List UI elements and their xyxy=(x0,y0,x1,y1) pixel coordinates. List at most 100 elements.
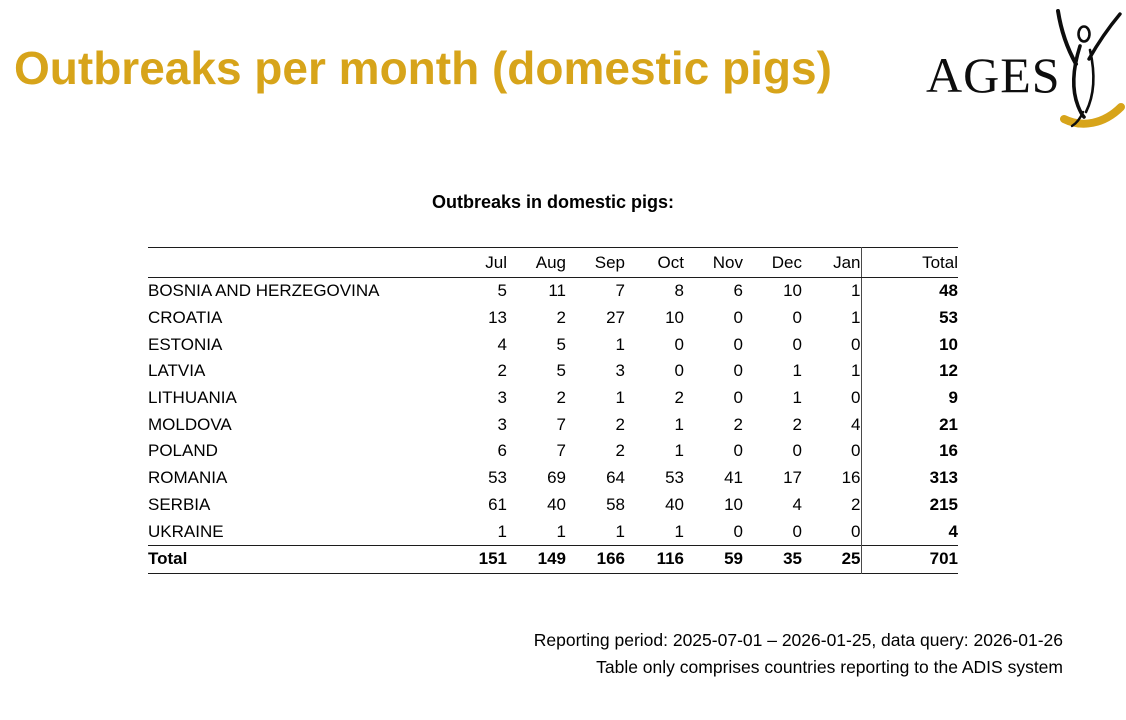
row-total-cell: 10 xyxy=(860,331,958,359)
value-cell: 0 xyxy=(674,334,684,354)
value-cell: 1 xyxy=(674,414,684,434)
header-nov: Nov xyxy=(684,247,743,278)
header-jul: Jul xyxy=(448,247,507,278)
value-cell: 6 xyxy=(497,441,507,461)
value-cell: 0 xyxy=(792,521,802,541)
value-cell: 2 xyxy=(792,414,802,434)
value-cell: 2 xyxy=(556,308,566,328)
value-cell: 5 xyxy=(556,334,566,354)
value-cell: 40 xyxy=(547,494,566,514)
value-cell: 1 xyxy=(615,388,625,408)
value-cell: 8 xyxy=(674,281,684,301)
value-cell: 0 xyxy=(851,334,861,354)
value-cell: 2 xyxy=(674,388,684,408)
country-cell: ROMANIA xyxy=(148,468,228,488)
country-cell: MOLDOVA xyxy=(148,414,232,434)
row-total-cell: 53 xyxy=(860,304,958,332)
value-cell: 0 xyxy=(851,441,861,461)
table-header-row: Jul Aug Sep Oct Nov Dec Jan Total xyxy=(148,247,958,278)
value-cell: 1 xyxy=(615,521,625,541)
value-cell: 0 xyxy=(733,361,743,381)
ages-logo: AGES xyxy=(924,0,1126,132)
value-cell: 3 xyxy=(497,414,507,434)
value-cell: 40 xyxy=(665,494,684,514)
value-cell: 0 xyxy=(733,334,743,354)
row-total-cell: 9 xyxy=(860,384,958,412)
country-cell: POLAND xyxy=(148,441,218,461)
row-total-cell: 21 xyxy=(860,411,958,439)
country-cell: UKRAINE xyxy=(148,521,224,541)
value-cell: 1 xyxy=(674,441,684,461)
value-cell: 0 xyxy=(792,441,802,461)
table-row: LITHUANIA 3 2 1 2 0 1 0 9 xyxy=(148,384,958,412)
country-cell: BOSNIA AND HERZEGOVINA xyxy=(148,281,380,301)
table-row: BOSNIA AND HERZEGOVINA 5 11 7 8 6 10 1 4… xyxy=(148,277,958,305)
value-cell: 0 xyxy=(733,388,743,408)
value-cell: 4 xyxy=(497,334,507,354)
value-cell: 2 xyxy=(497,361,507,381)
country-cell: LITHUANIA xyxy=(148,388,237,408)
grand-total-cell: 701 xyxy=(860,544,958,574)
table-row: MOLDOVA 3 7 2 1 2 2 4 21 xyxy=(148,411,958,439)
value-cell: 0 xyxy=(674,361,684,381)
column-total-cell: 151 xyxy=(448,544,507,574)
value-cell: 58 xyxy=(606,494,625,514)
value-cell: 0 xyxy=(792,308,802,328)
value-cell: 2 xyxy=(733,414,743,434)
outbreaks-table: Jul Aug Sep Oct Nov Dec Jan Total BOSNIA… xyxy=(148,247,958,574)
table-caption: Outbreaks in domestic pigs: xyxy=(431,192,675,212)
footer-notes: Reporting period: 2025-07-01 – 2026-01-2… xyxy=(534,627,1063,681)
value-cell: 7 xyxy=(556,414,566,434)
adis-note: Table only comprises countries reporting… xyxy=(596,657,1063,677)
country-cell: CROATIA xyxy=(148,308,223,328)
value-cell: 1 xyxy=(792,361,802,381)
value-cell: 41 xyxy=(724,468,743,488)
value-cell: 1 xyxy=(674,521,684,541)
row-total-cell: 4 xyxy=(860,518,958,546)
header-total: Total xyxy=(860,247,958,278)
value-cell: 7 xyxy=(556,441,566,461)
column-total-cell: 166 xyxy=(566,544,625,574)
value-cell: 1 xyxy=(497,521,507,541)
value-cell: 64 xyxy=(606,468,625,488)
header-aug: Aug xyxy=(507,247,566,278)
table-row: CROATIA 13 2 27 10 0 0 1 53 xyxy=(148,304,958,332)
country-cell: LATVIA xyxy=(148,361,206,381)
value-cell: 3 xyxy=(615,361,625,381)
page-title: Outbreaks per month (domestic pigs) xyxy=(14,42,832,94)
value-cell: 6 xyxy=(733,281,743,301)
header-jan: Jan xyxy=(802,247,861,278)
table-row: UKRAINE 1 1 1 1 0 0 0 4 xyxy=(148,518,958,546)
value-cell: 10 xyxy=(724,494,743,514)
value-cell: 13 xyxy=(488,308,507,328)
value-cell: 61 xyxy=(488,494,507,514)
value-cell: 2 xyxy=(615,441,625,461)
value-cell: 10 xyxy=(783,281,802,301)
value-cell: 5 xyxy=(497,281,507,301)
value-cell: 5 xyxy=(556,361,566,381)
column-total-cell: 25 xyxy=(802,544,861,574)
country-cell: SERBIA xyxy=(148,494,211,514)
value-cell: 1 xyxy=(792,388,802,408)
ages-logo-wordmark: AGES xyxy=(926,47,1061,103)
header-dec: Dec xyxy=(743,247,802,278)
value-cell: 11 xyxy=(548,281,566,301)
column-total-cell: 149 xyxy=(507,544,566,574)
value-cell: 0 xyxy=(733,308,743,328)
column-total-cell: 116 xyxy=(625,544,684,574)
value-cell: 69 xyxy=(547,468,566,488)
value-cell: 1 xyxy=(851,361,861,381)
value-cell: 16 xyxy=(841,468,861,488)
header-oct: Oct xyxy=(625,247,684,278)
value-cell: 1 xyxy=(851,281,861,301)
value-cell: 0 xyxy=(851,388,861,408)
reporting-period-note: Reporting period: 2025-07-01 – 2026-01-2… xyxy=(533,630,1063,650)
value-cell: 4 xyxy=(792,494,802,514)
row-total-cell: 48 xyxy=(860,277,958,305)
value-cell: 0 xyxy=(733,521,743,541)
value-cell: 0 xyxy=(733,441,743,461)
value-cell: 1 xyxy=(556,521,566,541)
value-cell: 3 xyxy=(497,388,507,408)
table-total-row: Total 151 149 166 116 59 35 25 701 xyxy=(148,544,958,574)
